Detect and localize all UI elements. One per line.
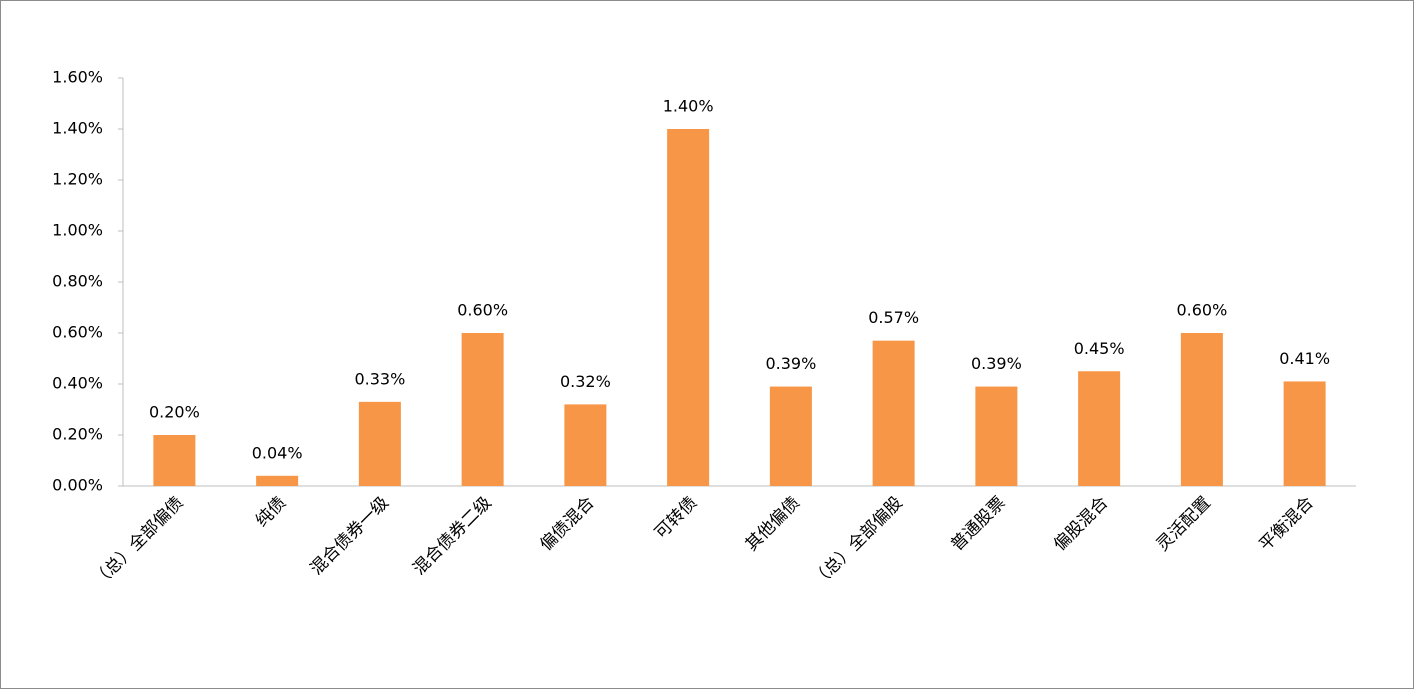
data-label: 0.39%	[971, 354, 1022, 373]
data-label: 0.60%	[1176, 301, 1227, 320]
bar	[1180, 333, 1223, 486]
y-tick-label: 0.00%	[52, 476, 103, 495]
bar	[1078, 371, 1121, 486]
y-tick-label: 1.60%	[52, 68, 103, 87]
data-label: 0.60%	[457, 301, 508, 320]
data-label: 0.20%	[149, 403, 200, 422]
data-label: 0.33%	[354, 369, 405, 388]
bar	[153, 435, 196, 486]
y-tick-label: 1.00%	[52, 221, 103, 240]
bar	[564, 404, 607, 486]
bar	[1283, 381, 1326, 486]
y-tick-label: 0.60%	[52, 323, 103, 342]
y-tick-label: 0.40%	[52, 374, 103, 393]
bar	[769, 386, 812, 486]
bar	[461, 333, 504, 486]
y-tick-label: 0.20%	[52, 425, 103, 444]
data-label: 0.39%	[765, 354, 816, 373]
data-label: 0.57%	[868, 308, 919, 327]
y-tick-label: 1.40%	[52, 119, 103, 138]
data-label: 0.41%	[1279, 349, 1330, 368]
data-label: 0.04%	[252, 443, 303, 462]
data-label: 0.45%	[1074, 339, 1125, 358]
data-label: 1.40%	[663, 97, 714, 116]
y-tick-label: 0.80%	[52, 272, 103, 291]
bar	[975, 386, 1018, 486]
data-label: 0.32%	[560, 372, 611, 391]
bar	[256, 475, 299, 486]
bar	[667, 129, 710, 486]
y-tick-label: 1.20%	[52, 170, 103, 189]
bar	[872, 340, 915, 486]
bar	[358, 401, 401, 486]
